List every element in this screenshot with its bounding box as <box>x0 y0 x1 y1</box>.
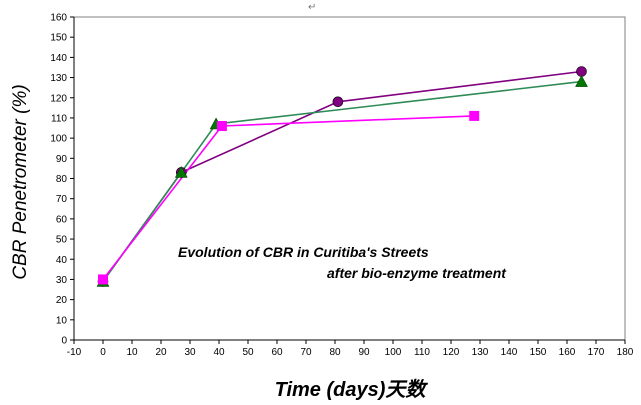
y-tick-label: 100 <box>50 134 67 145</box>
y-tick-label: 0 <box>61 336 67 347</box>
y-tick-label: 140 <box>50 53 67 64</box>
series-3-point <box>98 274 108 285</box>
annotation-line-2: after bio-enzyme treatment <box>327 265 507 281</box>
x-tick-label: 110 <box>414 347 430 358</box>
x-tick-label: 30 <box>184 347 196 358</box>
x-tick-label: 50 <box>242 347 254 358</box>
x-tick-label: 130 <box>472 347 489 358</box>
x-tick-label: 0 <box>100 347 106 358</box>
y-tick-label: 50 <box>56 235 68 246</box>
x-tick-label: 120 <box>443 347 460 358</box>
x-tick-label: 60 <box>271 347 283 358</box>
x-tick-label: 40 <box>213 347 225 358</box>
x-tick-label: -10 <box>67 347 82 358</box>
x-tick-label: 180 <box>617 347 634 358</box>
y-tick-label: 150 <box>50 33 67 44</box>
x-tick-label: 150 <box>530 347 547 358</box>
series-3-point <box>216 121 227 132</box>
x-tick-label: 20 <box>155 347 167 358</box>
y-tick-label: 20 <box>56 295 68 306</box>
y-tick-label: 80 <box>56 174 68 185</box>
y-tick-label: 160 <box>50 13 67 24</box>
y-tick-label: 110 <box>51 113 67 124</box>
axes: 0102030405060708090100110120130140150160… <box>50 13 633 359</box>
x-tick-label: 70 <box>300 347 312 358</box>
x-tick-label: 160 <box>559 347 576 358</box>
y-tick-label: 70 <box>56 194 68 205</box>
y-tick-label: 40 <box>56 255 68 266</box>
top-mark: ↵ <box>308 2 316 13</box>
x-tick-label: 10 <box>126 347 138 358</box>
series-2-point <box>174 165 188 178</box>
series-1-point <box>576 66 587 77</box>
annotation-line-1: Evolution of CBR in Curitiba's Streets <box>178 244 429 260</box>
x-tick-label: 100 <box>385 347 402 358</box>
x-tick-label: 140 <box>501 347 518 358</box>
y-tick-label: 90 <box>56 154 68 165</box>
series-2-line <box>102 80 582 282</box>
x-tick-label: 80 <box>329 347 341 358</box>
x-tick-label: 170 <box>588 347 605 358</box>
y-tick-label: 130 <box>50 73 67 84</box>
y-tick-label: 10 <box>56 315 68 326</box>
series-layer <box>96 66 588 287</box>
y-tick-label: 60 <box>56 214 68 225</box>
series-2-point <box>575 75 588 87</box>
series-1-point <box>332 96 344 108</box>
x-tick-label: 90 <box>358 347 370 358</box>
y-axis-label: CBR Penetrometer (%) <box>10 84 31 279</box>
y-tick-label: 120 <box>50 93 67 104</box>
y-tick-label: 30 <box>56 275 68 286</box>
plot-area-border <box>73 16 626 341</box>
series-3-point <box>469 110 480 121</box>
x-axis-label: Time (days)天数 <box>275 378 429 401</box>
